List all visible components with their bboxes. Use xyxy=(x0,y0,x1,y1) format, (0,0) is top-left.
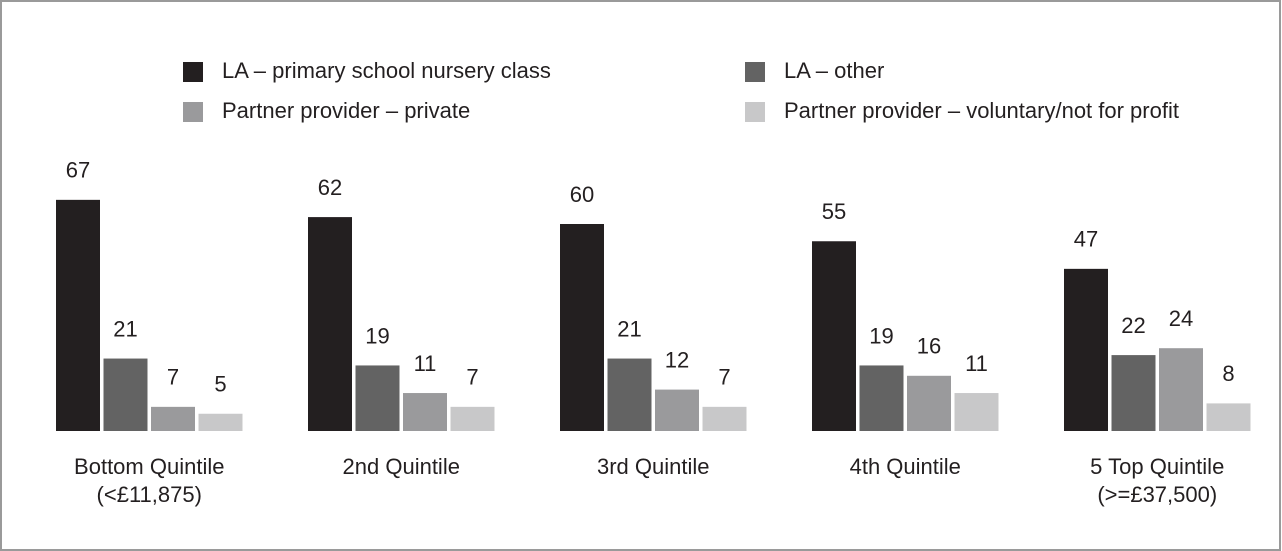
bar xyxy=(1111,355,1156,431)
bar xyxy=(355,365,400,431)
data-label: 11 xyxy=(965,351,988,376)
data-label: 7 xyxy=(167,365,179,390)
legend-label: LA – other xyxy=(784,58,884,83)
legend-label: Partner provider – private xyxy=(222,98,470,123)
bar xyxy=(403,393,447,431)
bar xyxy=(702,406,747,431)
x-tick-label: 3rd Quintile xyxy=(597,454,710,479)
bar xyxy=(560,224,604,431)
data-label: 55 xyxy=(822,199,846,224)
bar xyxy=(308,217,352,431)
legend-swatch xyxy=(745,102,765,122)
x-tick-label: (>=£37,500) xyxy=(1097,482,1217,507)
legend-swatch xyxy=(183,102,203,122)
x-tick-label: 5 Top Quintile xyxy=(1090,454,1224,479)
data-label: 7 xyxy=(718,365,730,390)
data-label: 12 xyxy=(665,347,689,372)
bar xyxy=(1064,268,1108,431)
data-label: 19 xyxy=(365,323,389,348)
data-label: 60 xyxy=(570,182,594,207)
data-label: 19 xyxy=(869,323,893,348)
bar xyxy=(198,413,243,431)
bar xyxy=(812,241,856,431)
bar xyxy=(954,393,999,431)
bar xyxy=(1206,403,1251,431)
bar xyxy=(103,358,148,431)
bar xyxy=(450,406,495,431)
legend-swatch xyxy=(745,62,765,82)
legend-swatch xyxy=(183,62,203,82)
data-label: 7 xyxy=(466,365,478,390)
data-label: 22 xyxy=(1121,313,1145,338)
bar xyxy=(655,389,699,431)
bar xyxy=(907,375,951,431)
data-label: 47 xyxy=(1074,227,1098,252)
data-label: 8 xyxy=(1222,361,1234,386)
data-label: 62 xyxy=(318,175,342,200)
bar xyxy=(56,199,100,431)
data-label: 5 xyxy=(214,372,226,397)
bar xyxy=(1159,348,1203,431)
x-tick-label: (<£11,875) xyxy=(97,482,202,507)
x-tick-label: 4th Quintile xyxy=(850,454,961,479)
data-label: 21 xyxy=(617,316,641,341)
x-tick-label: Bottom Quintile xyxy=(74,454,224,479)
data-label: 11 xyxy=(414,351,437,376)
bar xyxy=(607,358,652,431)
data-label: 21 xyxy=(113,316,137,341)
data-label: 16 xyxy=(917,334,941,359)
data-label: 24 xyxy=(1169,306,1193,331)
x-tick-label: 2nd Quintile xyxy=(343,454,460,479)
bar xyxy=(151,406,195,431)
legend-label: Partner provider – voluntary/not for pro… xyxy=(784,98,1179,123)
data-label: 67 xyxy=(66,158,90,183)
bar xyxy=(859,365,904,431)
legend-label: LA – primary school nursery class xyxy=(222,58,551,83)
